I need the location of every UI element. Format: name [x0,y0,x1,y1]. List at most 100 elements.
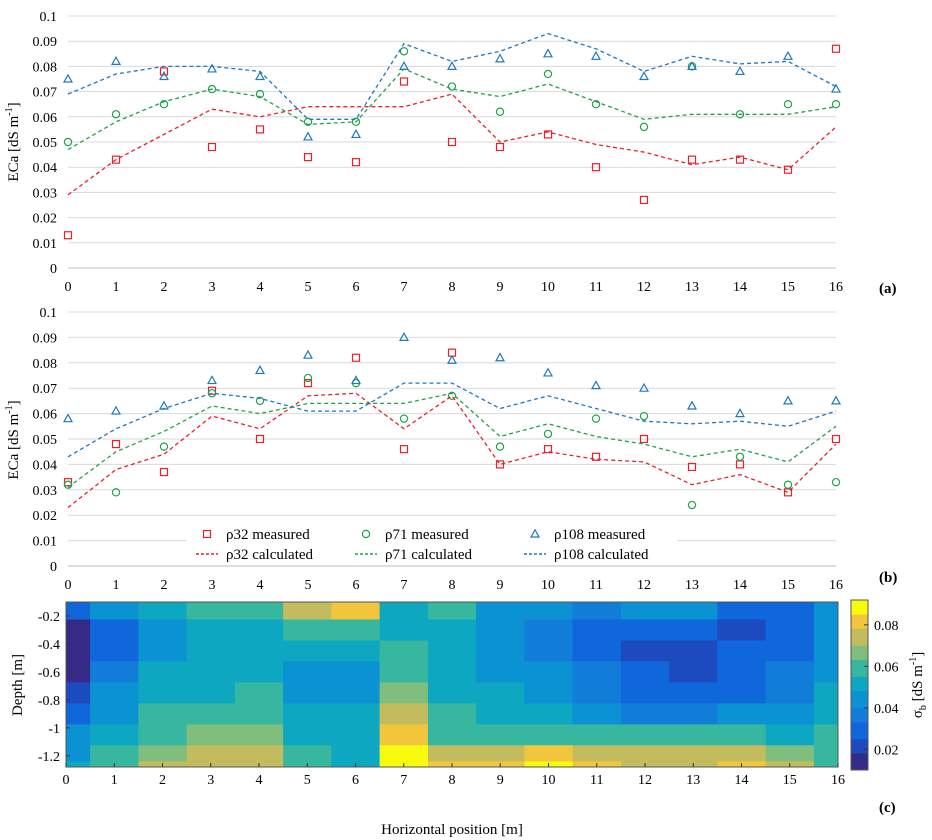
heatmap-cell [66,661,91,683]
panel-a-ytick-label: 0.08 [33,60,58,75]
colorbar-segment [851,608,868,612]
panel-a-r108-measured-point [446,60,458,70]
colorbar-tick-label: 0.06 [874,660,899,675]
panel-a-r71-measured-point [399,47,409,56]
heatmap-cell [138,640,188,663]
heatmap-cell [669,724,718,746]
panel-b-ytick-label: 0.09 [33,331,58,346]
panel-a-r71-measured-point [207,84,217,94]
heatmap-cell [138,682,188,704]
panel-b-r71-measured-point [831,477,841,487]
colorbar-segment [851,730,868,734]
colorbar-segment [851,724,868,728]
heatmap-cell [186,682,236,704]
panel-c-xlabel: Horizontal position [m] [381,822,523,838]
heatmap-cell [765,745,815,762]
panel-a-r32-measured-point [303,153,313,162]
panel-a-r32-measured-point [399,77,409,86]
panel-b-r108-measured-point [638,382,650,392]
heatmap-cell [331,682,381,704]
heatmap-cell [669,661,718,683]
panel-a-ticks: 0 0.01 0.02 0.03 0.04 0.05 0.06 0.07 0.08 0.09 0.1… [33,10,844,295]
panel-b-r108-calculated-line [67,382,837,458]
panel-a-xtick-label: 4 [257,280,264,295]
panel-b-r71-measured-point [303,373,313,383]
heatmap-cell [476,619,525,642]
heatmap-cell [476,640,525,663]
panel-c-ytick-label: -1.2 [38,750,60,765]
panel-c-heatmap [66,602,838,767]
panel-b-xtick-label: 11 [589,578,602,593]
heatmap-cell [717,703,767,725]
panel-b-legend: ρ32 measured ρ71 measured ρ108 measured ρ32… [186,519,678,565]
heatmap-cell [572,619,622,642]
panel-a-r108-measured-point [734,66,746,76]
heatmap-cell [283,724,332,746]
panel-b-r108-measured-point [110,405,122,415]
heatmap-cell [620,661,670,683]
heatmap-cell [331,640,381,663]
colorbar-segment [851,753,868,757]
panel-a-r32-measured-point [591,163,601,172]
colorbar-segment [851,685,868,689]
colorbar-segment [851,738,868,743]
heatmap-cell [717,724,767,746]
panel-b-r108-measured-point [302,349,314,359]
heatmap-cell [90,745,139,762]
colorbar-segment [851,676,868,680]
panel-b-r32-measured-point [495,460,505,469]
panel-a-r32-measured-point [735,155,745,164]
heatmap-cell [234,724,284,746]
panel-a-xtick-label: 14 [733,280,747,295]
panel-a-r71-measured-point [639,122,649,132]
heatmap-cell [620,682,670,704]
panel-b-r108-measured-point [782,395,794,405]
heatmap-cell [90,602,139,621]
heatmap-cell [669,703,718,725]
panel-b-xtick-label: 3 [209,578,216,593]
colorbar-segment [851,617,868,621]
heatmap-cell [186,703,236,725]
panel-c-xtick-label: 3 [207,773,214,788]
colorbar-segment [851,716,868,720]
panel-b-ylabel: ECa [dS m-1] [4,400,22,479]
panel-a-r32-calculated-line [67,93,837,196]
panel-b-xtick-label: 9 [497,578,504,593]
heatmap-cell [283,745,332,762]
heatmap-cell [813,619,838,642]
colorbar-segment [851,727,868,731]
panel-b-r32-measured-point [639,434,649,444]
panel-b-r32-measured-point [831,434,841,444]
panel-c-xtick-label: 7 [400,773,407,788]
heatmap-cell [524,724,574,746]
colorbar-segment [851,651,868,655]
heatmap-cell [572,703,622,725]
colorbar-segment [851,625,868,629]
colorbar-segment [851,741,868,745]
panel-b-r108-measured-point [62,413,74,423]
colorbar-segment [851,758,868,762]
panel-a-r32-measured-point [207,142,217,152]
heatmap-cell [186,619,236,642]
heatmap-cell [379,619,429,642]
heatmap-cell [427,619,477,642]
heatmap-cell [427,745,477,762]
heatmap-cell [283,640,332,663]
legend-r71-measured-swatch [361,529,371,539]
heatmap-cell [331,703,381,725]
heatmap-cell [283,703,332,725]
heatmap-cell [813,745,838,762]
heatmap-cell [572,682,622,704]
colorbar-segment [851,693,868,697]
heatmap-cell [283,661,332,683]
heatmap-cell [427,602,477,621]
heatmap-cell [524,661,574,683]
panel-c-xtick-label: 8 [449,773,456,788]
panel-b-r32-measured-point [399,445,409,454]
panel-c-xtick-label: 2 [159,773,166,788]
colorbar-segment [851,750,868,754]
colorbar-segment [851,659,868,663]
panel-a-r32-measured-point [447,137,457,147]
panel-a-r108-measured-point [206,63,218,73]
colorbar-segment [851,670,868,675]
